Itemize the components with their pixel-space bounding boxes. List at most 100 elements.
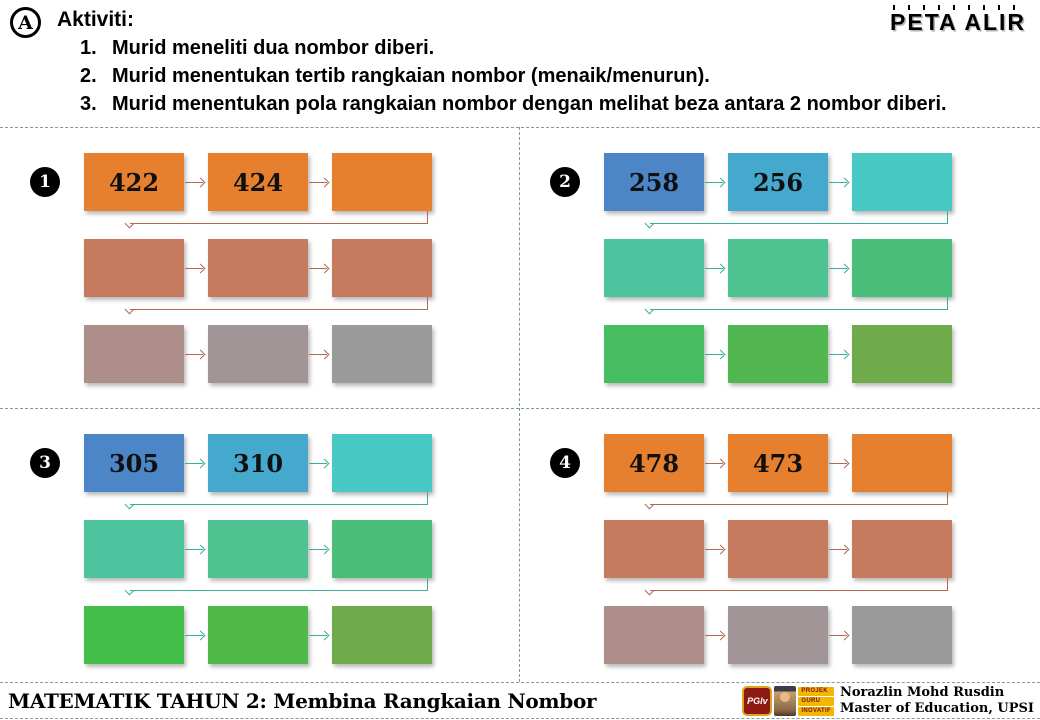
flow-row [604,606,952,664]
quadrant-3: 3 305 310 [0,408,520,682]
flow-box [332,325,432,383]
right-arrow-icon [704,325,728,383]
right-arrow-icon [704,520,728,578]
flow-box [604,239,704,297]
right-arrow-icon [308,325,332,383]
flow-box [208,606,308,664]
activity-title: Aktiviti: [57,8,135,31]
right-arrow-icon [828,606,852,664]
flow-row [604,325,952,383]
flow-box [208,239,308,297]
wrap-arrow-icon [84,211,432,239]
right-arrow-icon [308,239,332,297]
flow-box [332,434,432,492]
divider-middle [0,408,1040,409]
flow-map-4: 478 473 [604,434,952,664]
right-arrow-icon [704,606,728,664]
wrap-arrow-icon [604,211,952,239]
logo-label: INOVATIF [798,706,834,716]
activity-item-1: 1. Murid meneliti dua nombor diberi. [80,35,434,61]
wrap-arrow-icon [84,297,432,325]
flow-row [84,239,432,297]
wrap-arrow-icon [604,578,952,606]
flow-row [84,520,432,578]
wrap-arrow-icon [604,492,952,520]
projek-guru-inovatif-logo: PGIv PROJEK GURU INOVATIF [742,686,834,716]
flow-row: 422 424 [84,153,432,211]
right-arrow-icon [308,153,332,211]
right-arrow-icon [308,434,332,492]
quadrant-1: 1 422 424 [0,127,520,408]
flow-box: 422 [84,153,184,211]
right-arrow-icon [704,239,728,297]
flow-row [604,520,952,578]
flow-box [728,520,828,578]
flow-box [604,520,704,578]
right-arrow-icon [828,153,852,211]
quadrant-2-number-badge: 2 [550,167,580,197]
right-arrow-icon [184,434,208,492]
item-number: 3. [80,93,97,115]
flow-map-1: 422 424 [84,153,432,383]
wrap-arrow-icon [604,297,952,325]
peta-alir-title: PETA ALIR [890,5,1026,35]
quadrant-2: 2 258 256 [520,127,1040,408]
author-name: Norazlin Mohd Rusdin [839,685,1005,700]
lesson-title: MATEMATIK TAHUN 2: Membina Rangkaian Nom… [8,688,597,713]
pgi-logo-icon: PGIv [742,686,773,716]
right-arrow-icon [828,520,852,578]
flow-box [852,325,952,383]
item-text: Murid menentukan pola rangkaian nombor d… [112,93,947,115]
flow-box [728,325,828,383]
item-text: Murid menentukan tertib rangkaian nombor… [112,65,710,87]
quadrant-1-number-badge: 1 [30,167,60,197]
right-arrow-icon [184,606,208,664]
right-arrow-icon [828,325,852,383]
flow-box [852,239,952,297]
flow-row [84,325,432,383]
flow-box [84,325,184,383]
item-number: 2. [80,65,97,87]
author-photo [774,686,797,716]
flow-box [332,239,432,297]
quadrant-4: 4 478 473 [520,408,1040,682]
flow-box [84,239,184,297]
flow-row: 258 256 [604,153,952,211]
flow-box [852,153,952,211]
flow-box: 424 [208,153,308,211]
divider-center [519,127,520,682]
flow-box [332,153,432,211]
item-text: Murid meneliti dua nombor diberi. [112,37,435,59]
right-arrow-icon [184,239,208,297]
right-arrow-icon [704,153,728,211]
flow-box [728,606,828,664]
flow-box [852,520,952,578]
flow-map-2: 258 256 [604,153,952,383]
flow-box [208,325,308,383]
right-arrow-icon [184,520,208,578]
quadrant-3-number-badge: 3 [30,448,60,478]
flow-box [84,606,184,664]
right-arrow-icon [308,606,332,664]
flow-box [852,434,952,492]
flow-box [604,325,704,383]
logo-labels: PROJEK GURU INOVATIF [798,686,834,716]
quadrant-4-number-badge: 4 [550,448,580,478]
flow-box: 310 [208,434,308,492]
right-arrow-icon [828,239,852,297]
flow-box [852,606,952,664]
right-arrow-icon [308,520,332,578]
right-arrow-icon [828,434,852,492]
flow-row [604,239,952,297]
flow-box [728,239,828,297]
author-qualification: Master of Education, UPSI [839,701,1034,716]
activity-item-3: 3. Murid menentukan pola rangkaian nombo… [80,91,947,117]
section-a-badge: A [10,7,41,38]
divider-header [0,127,1040,128]
wrap-arrow-icon [84,578,432,606]
flow-row: 478 473 [604,434,952,492]
author-credit: Norazlin Mohd Rusdin Master of Education… [840,685,1034,717]
flow-box [84,520,184,578]
flow-box [332,520,432,578]
logo-label: GURU [798,696,834,706]
